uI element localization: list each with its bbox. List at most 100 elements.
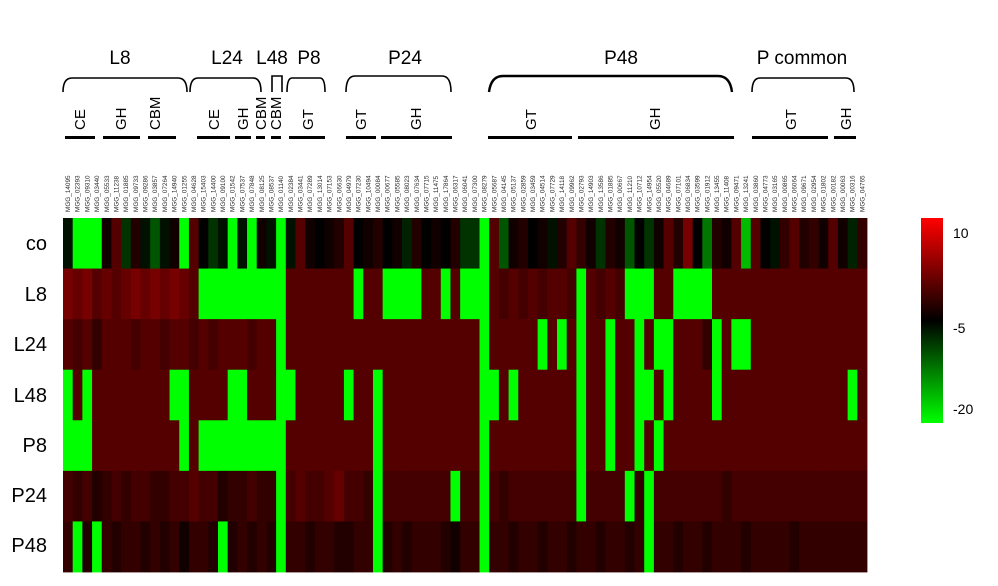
heatmap-cell: [247, 420, 258, 472]
heatmap-cell: [276, 521, 287, 573]
heatmap-cell: [237, 218, 248, 269]
heatmap-cell: [750, 319, 761, 371]
heatmap-cell: [779, 218, 790, 269]
subgroup-label-l8-gh: GH: [113, 108, 130, 131]
heatmap-cell: [828, 268, 839, 320]
heatmap-cell: [421, 319, 432, 371]
heatmap-cell: [392, 470, 403, 522]
heatmap-cell: [741, 369, 752, 421]
gene-label: MGG_04773: [762, 175, 769, 212]
heatmap-cell: [518, 268, 529, 320]
heatmap-cell: [140, 521, 151, 573]
heatmap-cell: [305, 470, 316, 522]
heatmap-cell: [382, 470, 393, 522]
group-label-l8: L8: [109, 48, 130, 69]
heatmap-cell: [547, 369, 558, 421]
heatmap-cell: [305, 319, 316, 371]
heatmap-cell: [779, 319, 790, 371]
heatmap-cell: [498, 218, 509, 269]
heatmap-cell: [121, 521, 132, 573]
gene-label: MGG_09286: [143, 175, 150, 212]
heatmap-cell: [605, 369, 616, 421]
heatmap-cell: [489, 420, 500, 472]
heatmap-cell: [237, 470, 248, 522]
heatmap-cell: [305, 218, 316, 269]
heatmap-cell: [537, 319, 548, 371]
subgroup-bar-p8-gt: [289, 136, 325, 139]
heatmap-cell: [421, 521, 432, 573]
heatmap-cell: [159, 319, 170, 371]
subgroup-label-l8-ce: CE: [72, 109, 89, 130]
heatmap-cell: [334, 521, 345, 573]
heatmap-cell: [237, 521, 248, 573]
heatmap-cell: [479, 319, 490, 371]
heatmap-cell: [372, 420, 384, 472]
heatmap-cell: [537, 470, 548, 522]
heatmap-cell: [247, 470, 258, 522]
heatmap-cell: [421, 369, 432, 421]
heatmap-cell: [198, 369, 209, 421]
heatmap-cell: [276, 420, 287, 472]
heatmap-cell: [789, 521, 800, 573]
heatmap-cell: [508, 369, 519, 421]
heatmap-cell: [72, 521, 83, 573]
heatmap-cell: [644, 521, 655, 573]
heatmap-cell: [712, 521, 723, 573]
gene-label: MGG_15403: [201, 175, 208, 212]
heatmap-cell: [343, 470, 355, 522]
heatmap-cell: [217, 470, 229, 522]
subgroup-bar-p24-gt: [346, 136, 376, 139]
heatmap-cell: [673, 420, 684, 472]
heatmap-cell: [682, 268, 694, 320]
heatmap-cell: [847, 218, 858, 269]
heatmap-cell: [508, 268, 519, 320]
heatmap-cell: [624, 420, 635, 472]
heatmap-cell: [382, 369, 393, 421]
heatmap-cell: [847, 319, 858, 371]
gene-label: MGG_14903: [588, 175, 595, 212]
heatmap-cell: [343, 218, 355, 269]
heatmap-cell: [382, 319, 393, 371]
heatmap-cell: [353, 420, 364, 472]
heatmap-cell: [363, 521, 374, 573]
heatmap-cell: [682, 521, 694, 573]
heatmap-cell: [421, 268, 432, 320]
gene-label: MGG_03860: [753, 175, 760, 212]
heatmap-cell: [324, 369, 335, 421]
heatmap-cell: [779, 521, 790, 573]
heatmap-cell: [343, 268, 355, 320]
heatmap-cell: [634, 470, 645, 522]
heatmap-cell: [808, 521, 819, 573]
heatmap-cell: [392, 319, 403, 371]
heatmap-cell: [460, 521, 471, 573]
heatmap-cell: [547, 319, 558, 371]
heatmap-cell: [314, 369, 325, 421]
gene-label: MGG_09310: [84, 175, 91, 212]
heatmap-cell: [537, 521, 548, 573]
heatmap-cell: [111, 369, 122, 421]
heatmap-cell: [682, 470, 694, 522]
heatmap-cell: [334, 319, 345, 371]
gene-label: MGG_07264: [162, 175, 169, 212]
heatmap-cell: [314, 521, 325, 573]
heatmap-cell: [624, 218, 635, 269]
heatmap-cell: [489, 369, 500, 421]
subgroup-bar-l48-cbm2: [271, 136, 281, 139]
heatmap-cell: [276, 369, 287, 421]
heatmap-cell: [198, 268, 209, 320]
heatmap-cell: [799, 369, 810, 421]
heatmap-cell: [150, 470, 161, 522]
subgroup-bar-p24-gh: [381, 136, 452, 139]
gene-label: MGG_04689: [666, 175, 673, 212]
heatmap-cell: [547, 470, 558, 522]
heatmap-cell: [615, 268, 626, 320]
heatmap-cell: [334, 268, 345, 320]
heatmap-cell: [247, 369, 258, 421]
heatmap-cell: [518, 319, 529, 371]
heatmap-cell: [576, 521, 587, 573]
heatmap-cell: [343, 369, 355, 421]
gene-label: MGG_00084: [375, 175, 382, 212]
heatmap-cell: [121, 268, 132, 320]
heatmap-cell: [179, 319, 190, 371]
heatmap-cell: [227, 218, 238, 269]
